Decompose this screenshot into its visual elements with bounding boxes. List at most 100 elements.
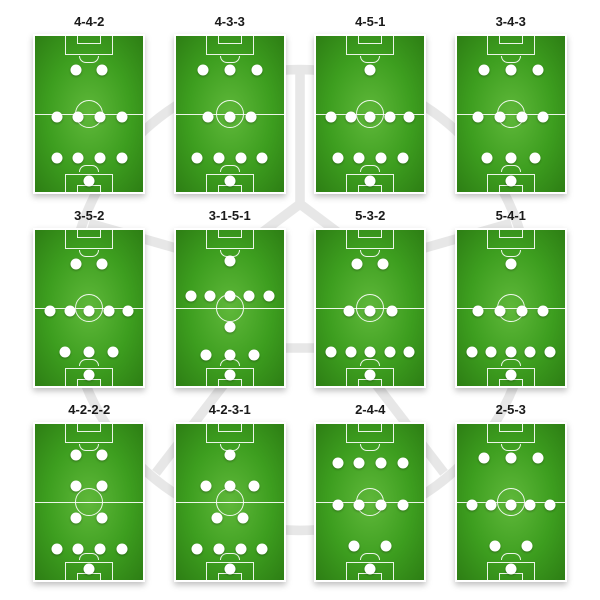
player-dot <box>108 346 119 357</box>
pitch-marking-arc-bot <box>501 553 521 560</box>
pitch <box>314 34 426 194</box>
player-dot <box>224 321 235 332</box>
player-dot <box>516 306 527 317</box>
player-dot <box>237 512 248 523</box>
player-dot <box>478 453 489 464</box>
pitch-marking-arc-top <box>501 250 521 257</box>
player-dot <box>246 112 257 123</box>
player-dot <box>116 112 127 123</box>
pitch-marking-arc-top <box>360 444 380 451</box>
player-dot <box>224 481 235 492</box>
player-dot <box>51 543 62 554</box>
player-dot <box>505 176 516 187</box>
pitch-marking-arc-bot <box>220 553 240 560</box>
formation-cell: 4-2-2-2 <box>28 402 151 582</box>
player-dot <box>123 306 134 317</box>
pitch-marking-sixyd-top <box>218 229 242 238</box>
pitch-marking-arc-top <box>79 250 99 257</box>
player-dot <box>84 306 95 317</box>
player-dot <box>235 543 246 554</box>
player-dot <box>51 112 62 123</box>
pitch-marking-arc-bot <box>360 165 380 172</box>
player-dot <box>244 290 255 301</box>
player-dot <box>478 65 489 76</box>
player-dot <box>71 259 82 270</box>
player-dot <box>525 500 536 511</box>
player-dot <box>505 453 516 464</box>
player-dot <box>84 370 95 381</box>
player-dot <box>263 290 274 301</box>
player-dot <box>494 112 505 123</box>
formation-cell: 5-4-1 <box>450 208 573 388</box>
player-dot <box>343 306 354 317</box>
player-dot <box>505 564 516 575</box>
player-dot <box>224 370 235 381</box>
pitch <box>455 228 567 388</box>
player-dot <box>224 450 235 461</box>
player-dot <box>466 346 477 357</box>
formations-grid: 4-4-24-3-34-5-13-4-33-5-23-1-5-15-3-25-4… <box>0 0 600 600</box>
player-dot <box>71 65 82 76</box>
player-dot <box>505 152 516 163</box>
pitch-marking-sixyd-top <box>77 35 101 44</box>
pitch-marking-arc-top <box>360 56 380 63</box>
player-dot <box>211 512 222 523</box>
player-dot <box>365 176 376 187</box>
player-dot <box>376 152 387 163</box>
player-dot <box>521 540 532 551</box>
pitch <box>314 422 426 582</box>
player-dot <box>116 543 127 554</box>
pitch-marking-arc-top <box>501 444 521 451</box>
player-dot <box>494 306 505 317</box>
pitch-marking-arc-bot <box>501 165 521 172</box>
player-dot <box>345 112 356 123</box>
player-dot <box>397 152 408 163</box>
player-dot <box>73 112 84 123</box>
player-dot <box>224 112 235 123</box>
player-dot <box>192 543 203 554</box>
pitch-marking-arc-top <box>501 56 521 63</box>
formation-cell: 5-3-2 <box>309 208 432 388</box>
formation-title: 4-2-3-1 <box>209 402 251 417</box>
player-dot <box>473 112 484 123</box>
formation-title: 4-3-3 <box>215 14 245 29</box>
formation-title: 4-5-1 <box>355 14 385 29</box>
player-dot <box>397 458 408 469</box>
player-dot <box>71 450 82 461</box>
player-dot <box>525 346 536 357</box>
pitch-marking-sixyd-top <box>358 35 382 44</box>
player-dot <box>345 346 356 357</box>
player-dot <box>381 540 392 551</box>
player-dot <box>60 346 71 357</box>
player-dot <box>64 306 75 317</box>
pitch-marking-sixyd-top <box>499 229 523 238</box>
player-dot <box>505 346 516 357</box>
formation-cell: 4-2-3-1 <box>169 402 292 582</box>
player-dot <box>473 306 484 317</box>
player-dot <box>71 512 82 523</box>
pitch <box>455 34 567 194</box>
player-dot <box>248 349 259 360</box>
pitch-marking-arc-top <box>360 250 380 257</box>
formation-title: 4-2-2-2 <box>68 402 110 417</box>
player-dot <box>251 65 262 76</box>
player-dot <box>354 458 365 469</box>
pitch-marking-arc-bot <box>79 359 99 366</box>
pitch-marking-arc-top <box>220 56 240 63</box>
player-dot <box>332 458 343 469</box>
player-dot <box>224 65 235 76</box>
player-dot <box>224 564 235 575</box>
player-dot <box>349 540 360 551</box>
player-dot <box>384 112 395 123</box>
pitch-marking-arc-bot <box>220 165 240 172</box>
player-dot <box>97 65 108 76</box>
pitch-marking-arc-bot <box>79 553 99 560</box>
player-dot <box>365 346 376 357</box>
player-dot <box>376 458 387 469</box>
player-dot <box>529 152 540 163</box>
player-dot <box>376 500 387 511</box>
pitch <box>33 34 145 194</box>
pitch <box>174 228 286 388</box>
player-dot <box>544 346 555 357</box>
player-dot <box>84 346 95 357</box>
